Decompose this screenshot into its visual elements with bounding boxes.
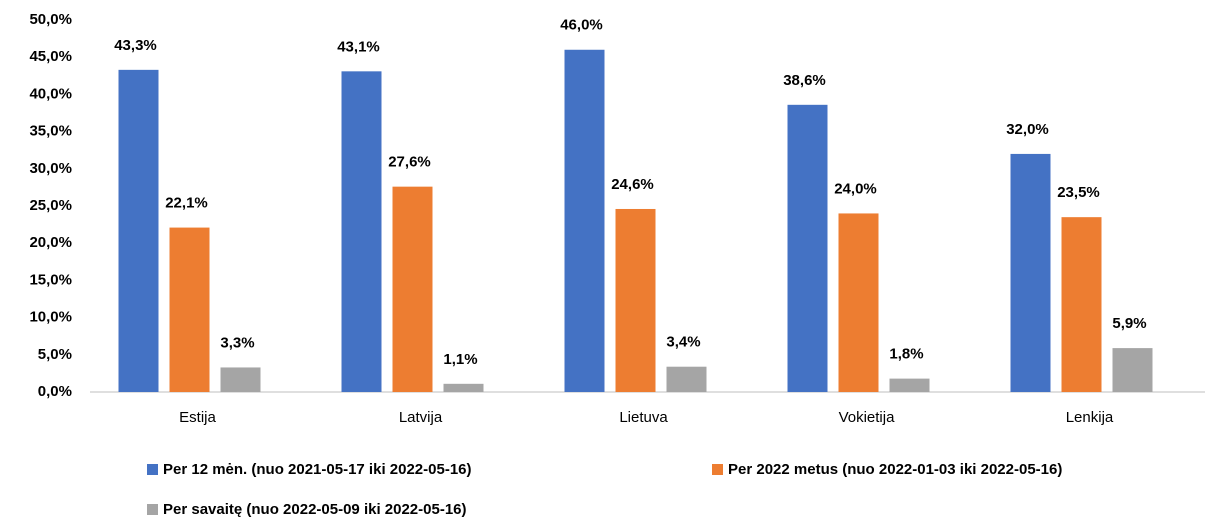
value-label: 32,0% xyxy=(1006,121,1049,138)
value-label: 23,5% xyxy=(1057,184,1100,201)
y-tick-label: 5,0% xyxy=(38,346,72,363)
legend-label: Per 12 mėn. (nuo 2021-05-17 iki 2022-05-… xyxy=(163,461,472,478)
y-tick-label: 0,0% xyxy=(38,383,72,400)
bar xyxy=(615,208,656,392)
y-tick-label: 30,0% xyxy=(29,160,72,177)
bar xyxy=(392,186,433,392)
value-label: 46,0% xyxy=(560,17,603,34)
y-tick-label: 50,0% xyxy=(29,11,72,28)
value-label: 38,6% xyxy=(783,72,826,89)
x-tick-label: Lietuva xyxy=(619,409,668,426)
bar xyxy=(1061,217,1102,392)
value-label: 3,4% xyxy=(666,334,700,351)
bar xyxy=(564,49,605,392)
bar xyxy=(1112,348,1153,392)
y-tick-label: 40,0% xyxy=(29,85,72,102)
legend-swatch xyxy=(712,464,723,475)
bar xyxy=(666,366,707,392)
legend-label: Per savaitę (nuo 2022-05-09 iki 2022-05-… xyxy=(163,501,467,518)
y-tick-label: 20,0% xyxy=(29,234,72,251)
value-label: 24,6% xyxy=(611,176,654,193)
x-tick-label: Latvija xyxy=(399,409,443,426)
y-tick-label: 45,0% xyxy=(29,48,72,65)
bar xyxy=(889,378,930,392)
value-label: 22,1% xyxy=(165,195,208,212)
legend-label: Per 2022 metus (nuo 2022-01-03 iki 2022-… xyxy=(728,461,1062,478)
y-tick-label: 15,0% xyxy=(29,271,72,288)
bar xyxy=(443,383,484,392)
bar xyxy=(220,367,261,392)
value-label: 3,3% xyxy=(220,334,254,351)
value-label: 43,3% xyxy=(114,37,157,54)
bar xyxy=(1010,153,1051,392)
y-tick-label: 10,0% xyxy=(29,309,72,326)
value-label: 43,1% xyxy=(337,38,380,55)
value-label: 24,0% xyxy=(834,180,877,197)
bar xyxy=(118,69,159,393)
x-tick-label: Lenkija xyxy=(1066,409,1114,426)
y-tick-label: 25,0% xyxy=(29,197,72,214)
value-label: 1,1% xyxy=(443,351,477,368)
bar xyxy=(169,227,210,392)
legend-swatch xyxy=(147,504,158,515)
bar xyxy=(341,71,382,392)
bar xyxy=(838,213,879,392)
y-tick-label: 35,0% xyxy=(29,123,72,140)
x-tick-label: Vokietija xyxy=(839,409,896,426)
x-tick-label: Estija xyxy=(179,409,216,426)
value-label: 27,6% xyxy=(388,154,431,171)
value-label: 1,8% xyxy=(889,346,923,363)
legend-swatch xyxy=(147,464,158,475)
bar xyxy=(787,104,828,392)
value-label: 5,9% xyxy=(1112,315,1146,332)
